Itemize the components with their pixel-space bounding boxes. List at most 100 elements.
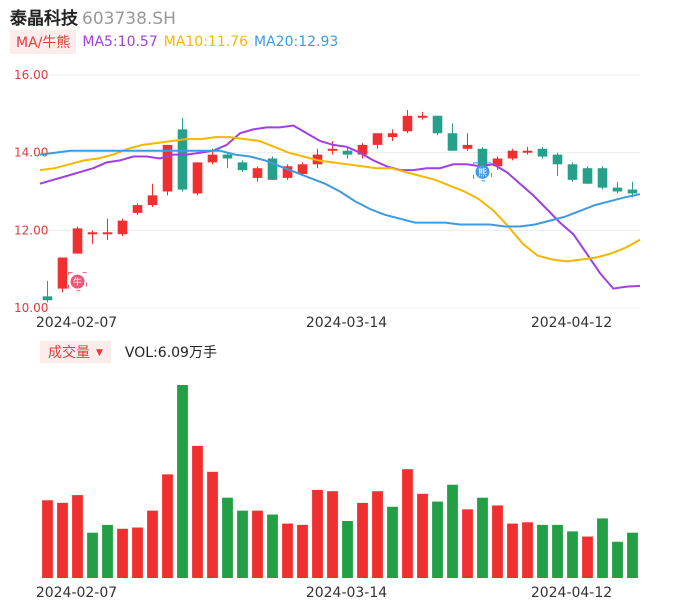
volume-bar[interactable]: [267, 514, 278, 578]
marker-label: 熊: [478, 166, 487, 178]
candle-body: [537, 148, 548, 157]
candle[interactable]: [87, 230, 98, 244]
candle[interactable]: [222, 152, 233, 169]
volume-bar[interactable]: [327, 491, 338, 578]
volume-bar[interactable]: [102, 524, 113, 578]
volume-bar[interactable]: [132, 527, 143, 578]
candle[interactable]: [462, 133, 473, 151]
volume-bar[interactable]: [417, 493, 428, 578]
volume-indicator-selector[interactable]: 成交量 ▼: [40, 341, 111, 363]
candle[interactable]: [132, 203, 143, 215]
candle-body: [357, 144, 368, 155]
candle-body: [177, 129, 188, 190]
candle[interactable]: [117, 218, 128, 237]
marker-badge: [70, 274, 85, 289]
volume-bar[interactable]: [507, 523, 518, 578]
candle[interactable]: [72, 226, 83, 254]
candle[interactable]: [57, 257, 68, 293]
candle-body: [522, 150, 533, 153]
ma-type-selector[interactable]: MA/牛熊: [10, 30, 77, 54]
volume-bar[interactable]: [162, 474, 173, 578]
volume-bar[interactable]: [57, 502, 68, 578]
volume-bar[interactable]: [177, 385, 188, 578]
volume-bar[interactable]: [612, 541, 623, 578]
volume-bar[interactable]: [117, 528, 128, 578]
candle[interactable]: [417, 111, 428, 120]
candle[interactable]: [537, 146, 548, 159]
volume-bar[interactable]: [282, 523, 293, 578]
volume-bar[interactable]: [147, 510, 158, 578]
volume-bar[interactable]: [357, 502, 368, 578]
y-tick-label: 12.00: [14, 223, 48, 237]
candle[interactable]: [357, 142, 368, 159]
candle[interactable]: [192, 162, 203, 196]
candle[interactable]: [507, 148, 518, 161]
candle[interactable]: [597, 166, 608, 190]
marker-frame: [473, 162, 492, 182]
candle[interactable]: [102, 218, 113, 241]
candle[interactable]: [552, 152, 563, 176]
volume-bar[interactable]: [252, 510, 263, 578]
candle[interactable]: [522, 146, 533, 155]
volume-bar[interactable]: [537, 524, 548, 578]
candle[interactable]: [327, 141, 338, 155]
candle[interactable]: [252, 166, 263, 182]
volume-bar[interactable]: [627, 532, 638, 578]
candle[interactable]: [582, 166, 593, 184]
volume-bar[interactable]: [372, 491, 383, 578]
volume-bar[interactable]: [207, 471, 218, 578]
candle[interactable]: [147, 183, 158, 208]
candle[interactable]: [282, 164, 293, 180]
volume-bar[interactable]: [402, 469, 413, 578]
volume-bar[interactable]: [312, 489, 323, 578]
candle[interactable]: [342, 146, 353, 159]
candle[interactable]: [447, 123, 458, 151]
candle[interactable]: [432, 115, 443, 136]
candle[interactable]: [42, 280, 53, 303]
candle-body: [117, 220, 128, 235]
candle[interactable]: [267, 156, 278, 180]
candle-body: [462, 144, 473, 149]
candle-body: [402, 115, 413, 132]
candle-body: [567, 164, 578, 180]
volume-bar[interactable]: [552, 524, 563, 578]
volume-bar[interactable]: [297, 524, 308, 578]
volume-bar[interactable]: [342, 521, 353, 578]
volume-bar[interactable]: [492, 505, 503, 578]
candle[interactable]: [402, 109, 413, 134]
candle[interactable]: [237, 160, 248, 173]
x-tick-label: 2024-02-07: [36, 315, 117, 331]
marker-label: 牛: [73, 276, 82, 288]
candle-body: [492, 158, 503, 167]
candle[interactable]: [567, 162, 578, 182]
candle-body: [102, 232, 113, 235]
volume-bar[interactable]: [477, 497, 488, 578]
volume-bar[interactable]: [87, 532, 98, 578]
volume-bar[interactable]: [72, 495, 83, 578]
volume-bar[interactable]: [192, 445, 203, 578]
volume-bar[interactable]: [597, 518, 608, 578]
volume-bar[interactable]: [42, 500, 53, 578]
candle[interactable]: [387, 129, 398, 142]
volume-bar[interactable]: [447, 484, 458, 578]
volume-bar[interactable]: [582, 536, 593, 578]
ma10-legend: MA10:11.76: [163, 34, 249, 50]
volume-bar[interactable]: [222, 497, 233, 578]
candle[interactable]: [297, 162, 308, 176]
candle-body: [342, 150, 353, 155]
volume-bar[interactable]: [237, 510, 248, 578]
candle[interactable]: [162, 144, 173, 196]
volume-bar[interactable]: [462, 509, 473, 578]
volume-bar[interactable]: [432, 501, 443, 578]
volume-bar[interactable]: [387, 506, 398, 578]
candle[interactable]: [612, 181, 623, 194]
candle-body: [627, 189, 638, 194]
bull-marker[interactable]: 牛: [68, 272, 87, 292]
candle-body: [282, 166, 293, 178]
volume-bar[interactable]: [567, 531, 578, 578]
bear-marker[interactable]: 熊: [473, 162, 492, 182]
candle[interactable]: [372, 133, 383, 149]
marker-frame: [68, 272, 87, 292]
volume-bar[interactable]: [522, 522, 533, 578]
